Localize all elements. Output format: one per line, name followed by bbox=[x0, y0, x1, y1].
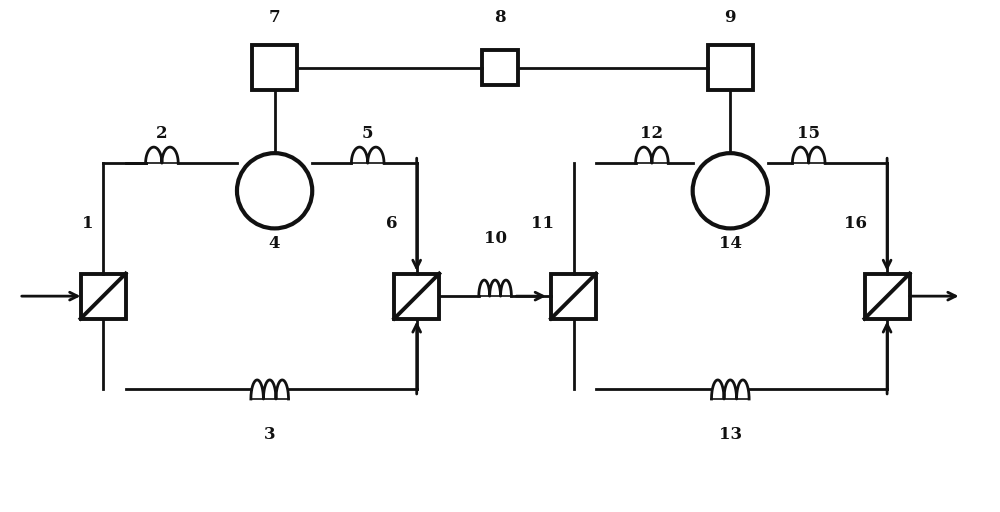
Text: 9: 9 bbox=[725, 9, 736, 26]
Text: 13: 13 bbox=[719, 425, 742, 443]
Text: 2: 2 bbox=[156, 124, 168, 142]
Text: 15: 15 bbox=[797, 124, 820, 142]
Text: 7: 7 bbox=[269, 9, 280, 26]
Text: 3: 3 bbox=[264, 425, 276, 443]
Text: 12: 12 bbox=[640, 124, 663, 142]
Text: 16: 16 bbox=[844, 215, 868, 232]
Text: 1: 1 bbox=[82, 215, 93, 232]
Text: 8: 8 bbox=[494, 9, 506, 26]
Text: 10: 10 bbox=[484, 230, 507, 247]
Text: 4: 4 bbox=[269, 235, 280, 252]
Text: 11: 11 bbox=[531, 215, 554, 232]
Text: 14: 14 bbox=[719, 235, 742, 252]
Text: 6: 6 bbox=[386, 215, 397, 232]
Text: 5: 5 bbox=[362, 124, 373, 142]
